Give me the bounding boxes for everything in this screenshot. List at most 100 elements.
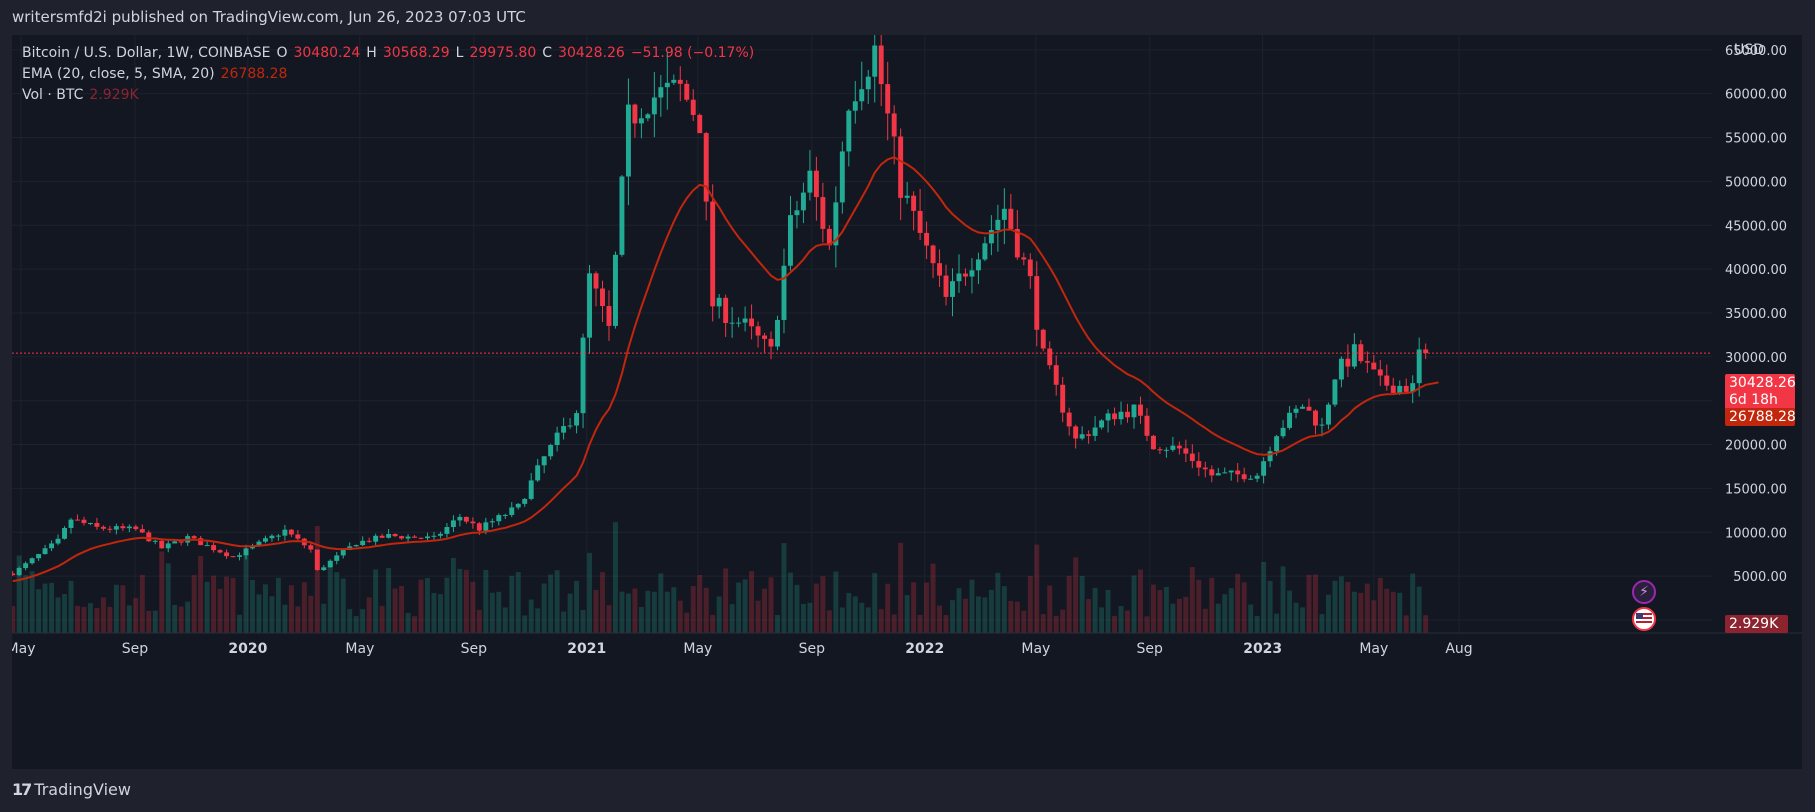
volume-bar bbox=[904, 595, 910, 633]
candle-body bbox=[1118, 411, 1124, 420]
legend-ema-label[interactable]: EMA (20, close, 5, SMA, 20) bbox=[22, 66, 215, 82]
volume-bar bbox=[1267, 580, 1273, 633]
volume-bar bbox=[275, 577, 281, 633]
volume-bar bbox=[165, 563, 171, 633]
candle-body bbox=[49, 543, 55, 549]
candle-body bbox=[120, 526, 126, 529]
volume-bar bbox=[107, 606, 113, 633]
volume-bar bbox=[489, 592, 495, 633]
candle-body bbox=[1086, 434, 1092, 436]
volume-bar bbox=[1280, 566, 1286, 633]
currency-label[interactable]: USD bbox=[1734, 42, 1764, 58]
candle-body bbox=[800, 192, 806, 211]
candle-body bbox=[275, 535, 281, 537]
candle-body bbox=[483, 522, 489, 531]
candle-body bbox=[684, 83, 690, 100]
candle-body bbox=[632, 104, 638, 124]
volume-bar bbox=[1325, 594, 1331, 633]
candle-body bbox=[794, 210, 800, 216]
candle-body bbox=[373, 535, 379, 542]
volume-bar bbox=[139, 574, 145, 633]
price-chart[interactable]: 0.005000.0010000.0015000.0020000.0025000… bbox=[12, 35, 1802, 769]
chart-frame[interactable]: 0.005000.0010000.0015000.0020000.0025000… bbox=[12, 35, 1802, 769]
candle-body bbox=[762, 335, 768, 339]
volume-bar bbox=[963, 598, 968, 633]
volume-bar bbox=[800, 603, 806, 633]
volume-bar bbox=[1338, 576, 1344, 633]
us-flag-icon[interactable] bbox=[1632, 607, 1656, 631]
candle-body bbox=[943, 275, 949, 297]
candle-body bbox=[418, 537, 424, 539]
volume-bar bbox=[677, 600, 683, 633]
volume-bar bbox=[185, 601, 191, 633]
volume-bar bbox=[1390, 591, 1396, 633]
volume-bar bbox=[1345, 581, 1351, 633]
candle-body bbox=[1397, 385, 1403, 393]
volume-bar bbox=[619, 591, 625, 633]
volume-bar bbox=[1118, 606, 1124, 633]
volume-bar bbox=[1209, 577, 1215, 633]
candle-body bbox=[645, 114, 651, 119]
volume-bar bbox=[373, 569, 379, 633]
y-tick-label: 35000.00 bbox=[1725, 307, 1787, 322]
candle-body bbox=[1254, 475, 1260, 479]
candle-body bbox=[1274, 436, 1280, 452]
volume-bar bbox=[399, 585, 405, 633]
volume-bar bbox=[820, 576, 826, 633]
candle-body bbox=[237, 555, 242, 557]
volume-bar bbox=[262, 584, 268, 633]
candle-body bbox=[697, 114, 703, 134]
grid-layer bbox=[12, 35, 1712, 633]
candle-body bbox=[742, 318, 748, 323]
volume-bar bbox=[496, 591, 502, 633]
x-tick-label: May bbox=[12, 641, 35, 657]
us-flag-shape bbox=[1636, 613, 1652, 625]
y-tick-label: 55000.00 bbox=[1725, 132, 1787, 147]
last-price-value: 30428.26 bbox=[1729, 375, 1796, 391]
tradingview-logo[interactable]: 17 TradingView bbox=[12, 780, 131, 799]
candle-body bbox=[1008, 208, 1014, 229]
volume-bar bbox=[638, 607, 644, 633]
candle-body bbox=[1228, 470, 1234, 473]
candle-body bbox=[522, 498, 528, 504]
x-tick-label: Sep bbox=[461, 641, 488, 657]
candle-body bbox=[243, 548, 249, 556]
volume-bar bbox=[470, 581, 476, 633]
candle-body bbox=[535, 465, 541, 481]
candle-body bbox=[1313, 410, 1318, 426]
volume-bar bbox=[1228, 588, 1234, 633]
volume-bar bbox=[502, 607, 508, 633]
volume-bar bbox=[1008, 600, 1014, 633]
legend-open-value: 30480.24 bbox=[293, 45, 361, 61]
volume-bar bbox=[1261, 561, 1267, 633]
candle-body bbox=[1099, 420, 1105, 428]
volume-bar bbox=[62, 594, 67, 633]
candle-body bbox=[1416, 349, 1422, 384]
volume-bar bbox=[1313, 574, 1318, 633]
volume-bar bbox=[282, 604, 288, 633]
candle-body bbox=[567, 425, 573, 427]
candle-body bbox=[75, 519, 80, 521]
volume-badge: 2.929K bbox=[1725, 615, 1788, 633]
volume-bar bbox=[334, 572, 340, 633]
legend-symbol[interactable]: Bitcoin / U.S. Dollar, 1W, COINBASE bbox=[22, 45, 271, 61]
candle-body bbox=[94, 523, 100, 527]
volume-bar bbox=[1183, 596, 1189, 633]
candle-body bbox=[178, 541, 184, 543]
candle-body bbox=[308, 545, 314, 550]
legend-volume-row: Vol · BTC 2.929K bbox=[22, 85, 760, 106]
candle-body bbox=[911, 195, 917, 211]
x-tick-label: Aug bbox=[1445, 641, 1472, 657]
y-tick-label: 30000.00 bbox=[1725, 351, 1787, 366]
volume-bar bbox=[723, 568, 729, 633]
candle-body bbox=[1364, 361, 1370, 363]
volume-bar bbox=[515, 572, 521, 633]
candle-body bbox=[690, 99, 696, 115]
volume-bar bbox=[943, 615, 949, 633]
volume-bar bbox=[522, 615, 528, 633]
candle-body bbox=[1196, 461, 1202, 468]
legend-volume-label[interactable]: Vol · BTC bbox=[22, 87, 84, 103]
volume-bar bbox=[742, 579, 748, 633]
candle-body bbox=[139, 529, 145, 533]
lightning-icon[interactable]: ⚡ bbox=[1632, 580, 1656, 604]
